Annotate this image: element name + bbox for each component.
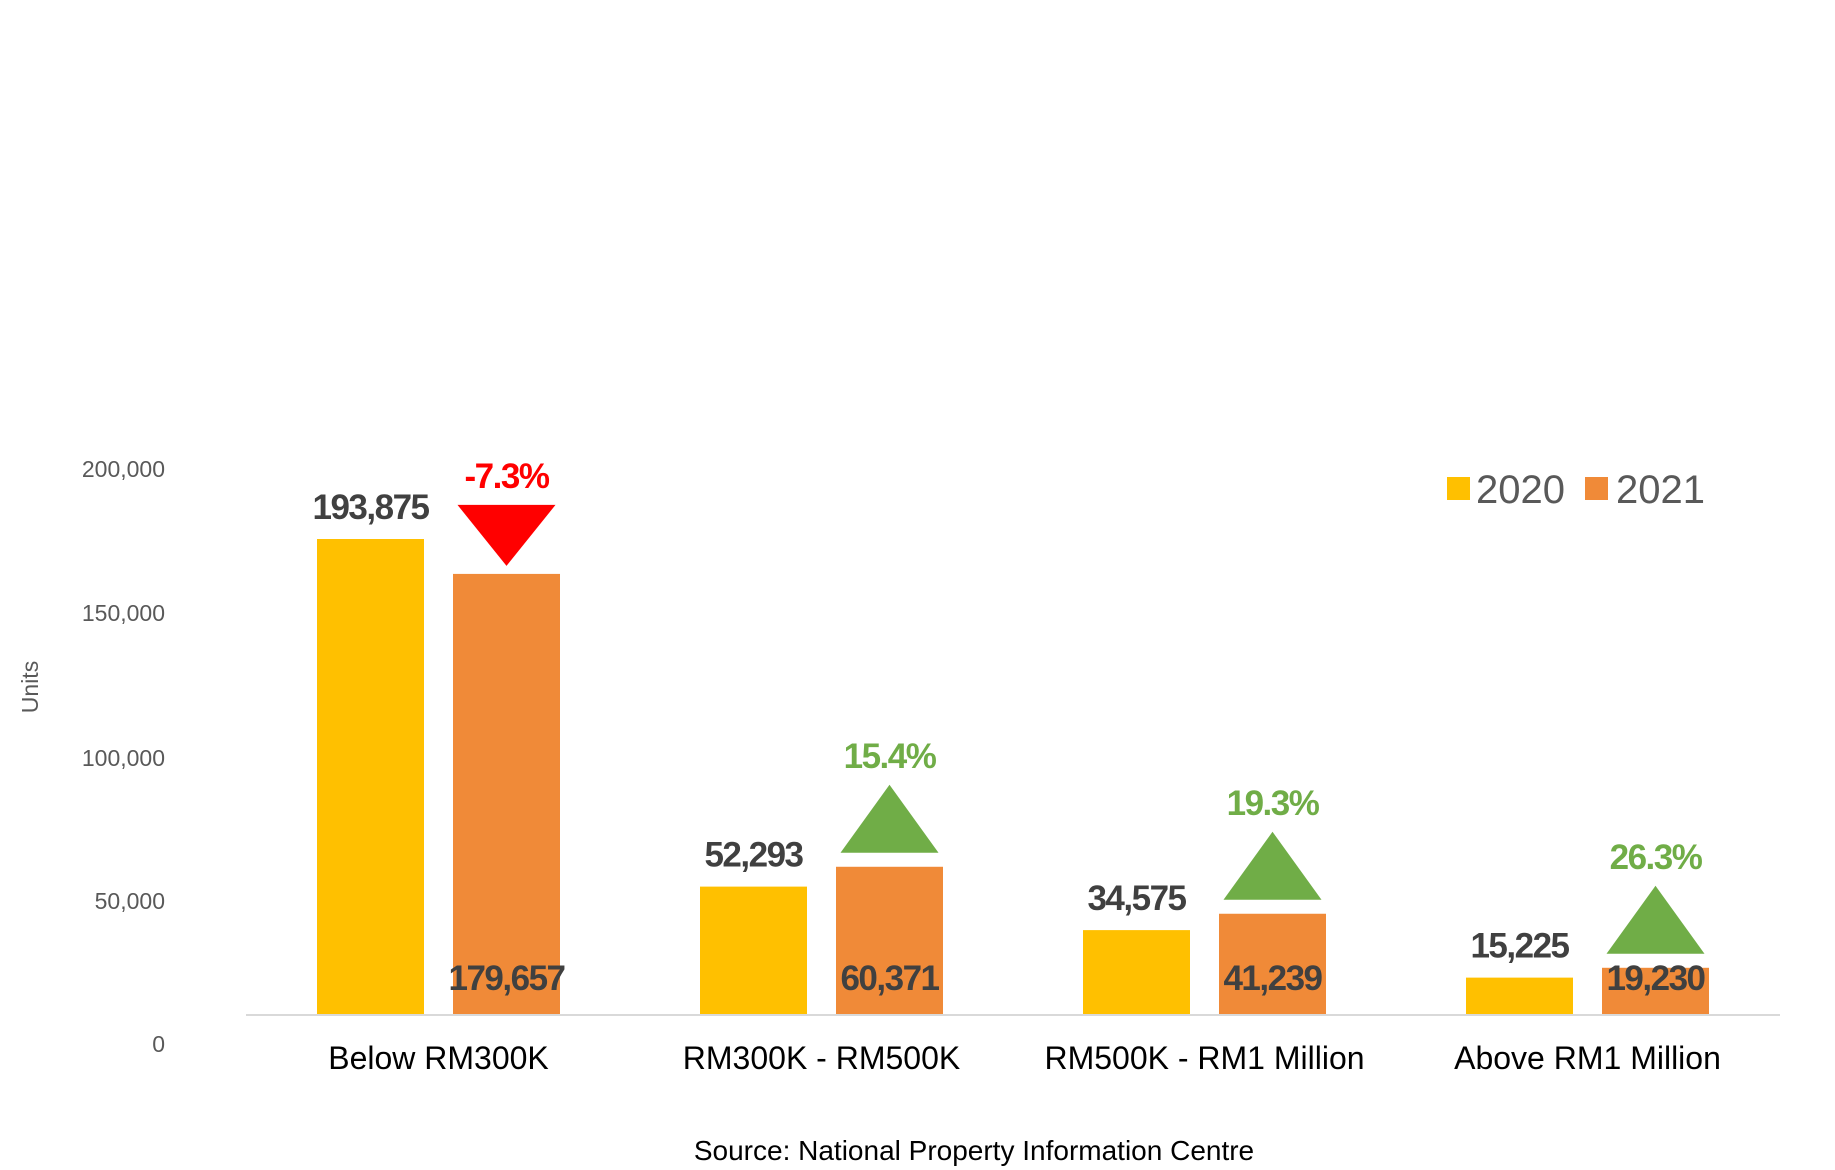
value-label-2021: 19,230 <box>1606 959 1705 998</box>
value-label-2021: 41,239 <box>1223 959 1322 998</box>
y-tick-label: 200,000 <box>82 456 165 482</box>
change-label: 19.3% <box>1227 784 1320 823</box>
y-tick-label: 150,000 <box>82 600 165 626</box>
change-label: 26.3% <box>1610 838 1703 877</box>
legend-swatch-2020 <box>1447 477 1470 500</box>
up-triangle-icon <box>1606 885 1705 954</box>
bar-2021 <box>1602 967 1709 1015</box>
bar-2021 <box>1219 913 1326 1015</box>
down-triangle-icon <box>457 504 556 566</box>
legend-label-2021: 2021 <box>1616 468 1705 512</box>
y-tick-label: 100,000 <box>82 745 165 771</box>
category-label: RM500K - RM1 Million <box>1044 1040 1364 1076</box>
x-axis-categories: Below RM300K RM300K - RM500K RM500K - RM1 … <box>328 1040 1721 1076</box>
source-note: Source: National Property Information Ce… <box>694 1135 1254 1166</box>
category-label: RM300K - RM500K <box>683 1040 960 1076</box>
category-label: Below RM300K <box>328 1040 549 1076</box>
value-label-2021: 60,371 <box>840 959 939 998</box>
y-tick-label: 50,000 <box>95 888 165 914</box>
legend-swatch-2021 <box>1585 477 1608 500</box>
value-label-2020: 15,225 <box>1470 927 1569 966</box>
up-triangle-icon <box>1223 831 1322 900</box>
bars <box>317 539 1709 1015</box>
y-tick-label: 0 <box>152 1031 165 1057</box>
bar-2020 <box>317 539 424 1015</box>
bar-2020 <box>1083 930 1190 1015</box>
value-label-2020: 52,293 <box>704 836 803 875</box>
value-label-2020: 34,575 <box>1087 879 1186 918</box>
bar-2020 <box>1466 977 1573 1015</box>
legend: 2020 2021 <box>1447 468 1705 512</box>
bar-2021 <box>453 573 560 1015</box>
legend-label-2020: 2020 <box>1476 468 1565 512</box>
data-labels: 193,875 179,657 -7.3% 52,293 60,371 15.4% 34,5… <box>312 457 1707 998</box>
bar-2020 <box>700 886 807 1015</box>
change-label: 15.4% <box>844 737 937 776</box>
category-label: Above RM1 Million <box>1454 1040 1721 1076</box>
bar-2021 <box>836 866 943 1015</box>
y-axis-label: Units <box>17 661 43 713</box>
change-label: -7.3% <box>465 457 550 496</box>
value-label-2021: 179,657 <box>448 959 564 998</box>
y-axis-ticks: 0 50,000 100,000 150,000 200,000 <box>82 456 165 1057</box>
value-label-2020: 193,875 <box>312 488 429 527</box>
up-triangle-icon <box>840 784 939 853</box>
